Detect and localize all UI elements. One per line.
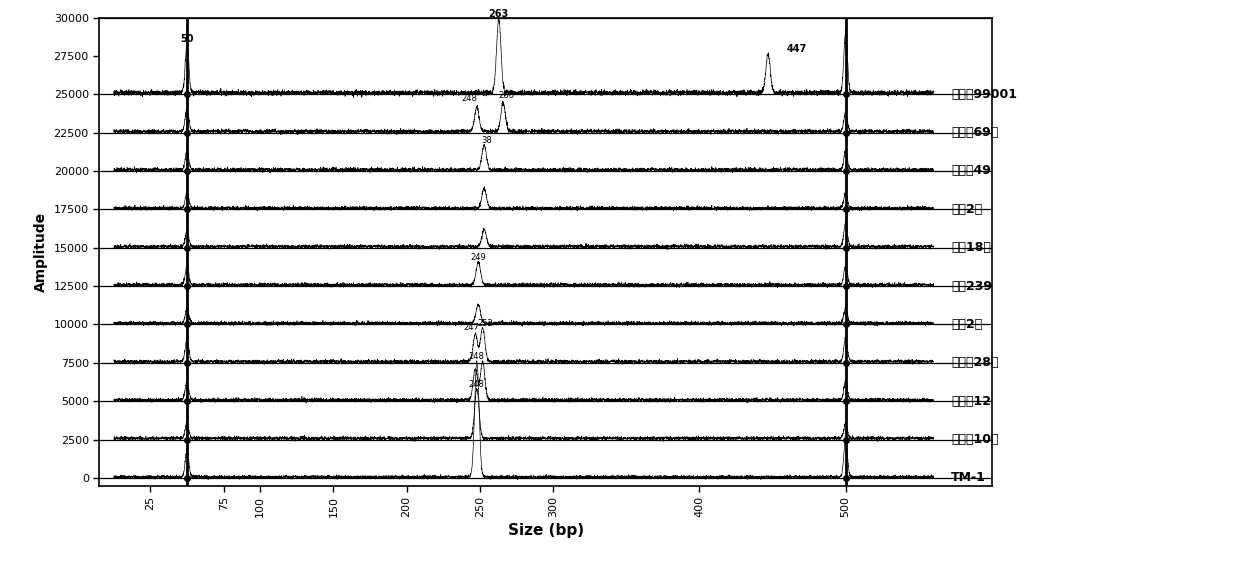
Text: 38: 38 xyxy=(481,136,492,145)
X-axis label: Size (bp): Size (bp) xyxy=(507,522,584,538)
Text: 川棉239: 川棉239 xyxy=(951,280,992,292)
Text: 252: 252 xyxy=(477,318,494,328)
Text: 248: 248 xyxy=(469,352,485,362)
Text: 266: 266 xyxy=(498,91,515,101)
Text: 447: 447 xyxy=(787,44,807,54)
Text: 中棉所12: 中棉所12 xyxy=(951,395,991,408)
Text: TM-1: TM-1 xyxy=(951,472,986,484)
Y-axis label: Amplitude: Amplitude xyxy=(33,212,48,291)
Text: 泗棉2号: 泗棉2号 xyxy=(951,203,982,216)
Text: 鄱棉18号: 鄱棉18号 xyxy=(951,241,991,254)
Text: 鲁棉研28号: 鲁棉研28号 xyxy=(951,356,998,369)
Text: 248: 248 xyxy=(461,95,477,104)
Text: 中棉所99001: 中棉所99001 xyxy=(951,88,1017,101)
Text: 中棉所10号: 中棉所10号 xyxy=(951,433,998,446)
Text: 新陆中69号: 新陆中69号 xyxy=(951,126,998,139)
Text: 248: 248 xyxy=(469,380,485,389)
Text: 50: 50 xyxy=(180,33,193,44)
Text: 蜀棉2号: 蜀棉2号 xyxy=(951,318,982,331)
Text: 247: 247 xyxy=(463,323,479,332)
Text: 263: 263 xyxy=(489,9,508,19)
Text: 中棉所49: 中棉所49 xyxy=(951,164,991,177)
Text: 249: 249 xyxy=(470,253,486,261)
